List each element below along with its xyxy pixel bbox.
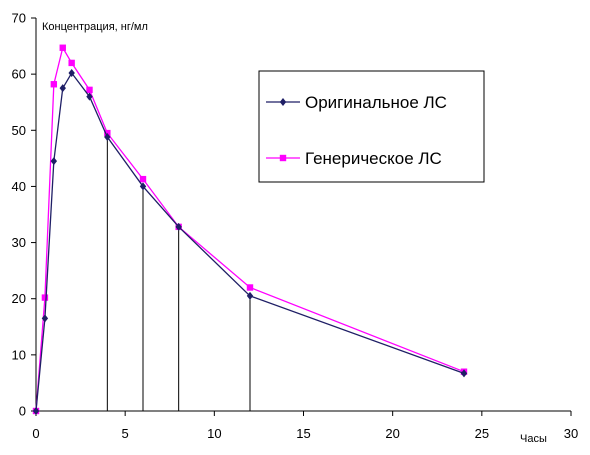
data-point-square [50,81,58,88]
data-point-diamond [460,369,468,378]
data-point-diamond [50,157,58,166]
data-point-square [279,154,287,162]
drop-lines [106,137,251,411]
data-point-diamond [59,84,66,93]
series-layer [32,44,468,415]
y-tick-label: 10 [12,347,26,362]
data-point-diamond [68,69,75,78]
legend-label: Оригинальное ЛС [305,93,447,112]
x-tick-label: 15 [296,426,310,441]
legend-box [258,70,485,183]
data-point-diamond [41,314,49,323]
x-axis-label: Часы [520,433,547,445]
x-tick-label: 25 [475,426,489,441]
data-point-square [86,86,93,94]
data-point-diamond [139,182,147,191]
data-point-diamond [32,407,40,415]
data-point-square [68,59,75,67]
data-point-diamond [86,92,93,101]
y-tick-label: 0 [19,404,26,419]
x-tick-label: 30 [564,426,578,441]
data-point-square [139,175,147,183]
legend-label: Генерическое ЛС [305,149,442,168]
data-point-diamond [246,291,254,300]
y-tick-label: 20 [12,291,26,306]
y-tick-label: 70 [12,11,26,26]
x-tick-label: 20 [385,426,399,441]
data-point-diamond [104,133,111,142]
y-axis-label: Концентрация, нг/мл [42,21,148,33]
data-point-diamond [175,222,182,231]
legend: Оригинальное ЛС Генерическое ЛС [258,70,485,183]
y-tick-label: 40 [12,179,26,194]
x-tick-label: 0 [32,426,39,441]
y-tick-label: 30 [12,235,26,250]
y-tick-label: 50 [12,123,26,138]
data-point-square [59,44,66,51]
axes: 0 10 20 30 40 50 60 70 0 5 10 15 20 25 30 [12,11,579,442]
x-tick-label: 5 [122,426,129,441]
data-point-square [246,284,254,291]
x-tick-label: 10 [207,426,221,441]
data-point-diamond [279,98,287,106]
y-tick-label: 60 [12,67,26,82]
data-point-square [41,294,49,301]
